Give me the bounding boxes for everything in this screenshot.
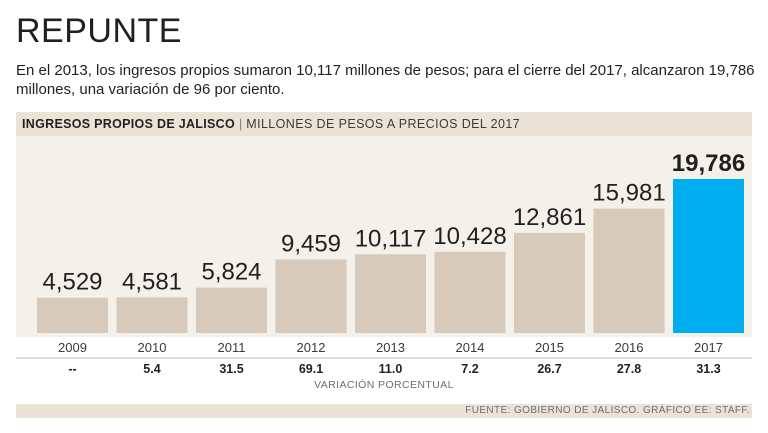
bar-2012 <box>275 259 347 333</box>
bar-2015 <box>514 232 585 333</box>
variation-value-2015: 26.7 <box>537 362 561 376</box>
x-tick-label-2012: 2012 <box>297 340 326 355</box>
x-tick-label-2016: 2016 <box>615 340 644 355</box>
x-tick-label-2011: 2011 <box>218 340 246 355</box>
variation-value-2011: 31.5 <box>219 362 243 376</box>
x-axis-layer: 2009 2010 2011 2012 2013 2014 2015 2016 2017 <box>16 340 752 359</box>
variation-value-2009: -- <box>68 362 76 376</box>
variation-value-2017: 31.3 <box>696 362 720 376</box>
value-label-2014: 10,428 <box>433 223 506 250</box>
bar-2017 <box>673 179 744 333</box>
chart-unit-label: MILLONES DE PESOS A PRECIOS DEL 2017 <box>246 117 521 131</box>
bar-2010 <box>116 297 188 333</box>
x-tick-label-2015: 2015 <box>535 340 564 355</box>
value-label-2016: 15,981 <box>592 180 665 207</box>
footer-band <box>16 404 752 418</box>
value-label-2015: 12,861 <box>513 204 586 231</box>
variation-value-2014: 7.2 <box>461 362 478 376</box>
variation-axis-label: VARIACIÓN PORCENTUAL <box>314 379 454 391</box>
x-tick-label-2009: 2009 <box>58 340 87 355</box>
chart-header-band: INGRESOS PROPIOS DE JALISCO | MILLONES DE … <box>16 112 752 136</box>
value-label-2013: 10,117 <box>355 225 427 252</box>
bar-2016 <box>593 208 665 333</box>
x-tick-label-2017: 2017 <box>694 340 723 355</box>
variation-value-2013: 11.0 <box>379 362 403 376</box>
bar-2009 <box>37 297 108 333</box>
chart-header-title: INGRESOS PROPIOS DE JALISCO <box>22 117 236 131</box>
source-note: FUENTE: GOBIERNO DE JALISCO. GRÁFICO EE:… <box>465 405 750 416</box>
chart-title: REPUNTE <box>16 12 182 50</box>
value-label-2011: 5,824 <box>201 259 261 286</box>
bars-layer <box>37 179 744 333</box>
x-tick-label-2010: 2010 <box>138 340 167 355</box>
variation-value-2010: 5.4 <box>143 362 160 376</box>
variation-value-2012: 69.1 <box>299 362 323 376</box>
value-label-2010: 4,581 <box>122 268 182 295</box>
value-label-2012: 9,459 <box>281 230 341 257</box>
value-label-2009: 4,529 <box>42 269 102 296</box>
chart-subtitle: En el 2013, los ingresos propios sumaron… <box>16 62 755 98</box>
value-label-2017: 19,786 <box>672 150 745 177</box>
bar-2013 <box>355 254 426 333</box>
bar-2014 <box>434 251 506 333</box>
value-labels-layer: 4,529 4,581 5,824 9,459 10,117 10,428 12,86115… <box>42 150 745 296</box>
x-tick-label-2013: 2013 <box>376 340 405 355</box>
variation-row: -- 5.4 31.5 69.1 11.0 7.2 26.7 27.8 31.3 <box>68 362 720 376</box>
bar-2011 <box>196 287 267 333</box>
chart-header-separator: | <box>239 117 243 131</box>
x-tick-label-2014: 2014 <box>456 340 485 355</box>
variation-value-2016: 27.8 <box>617 362 641 376</box>
